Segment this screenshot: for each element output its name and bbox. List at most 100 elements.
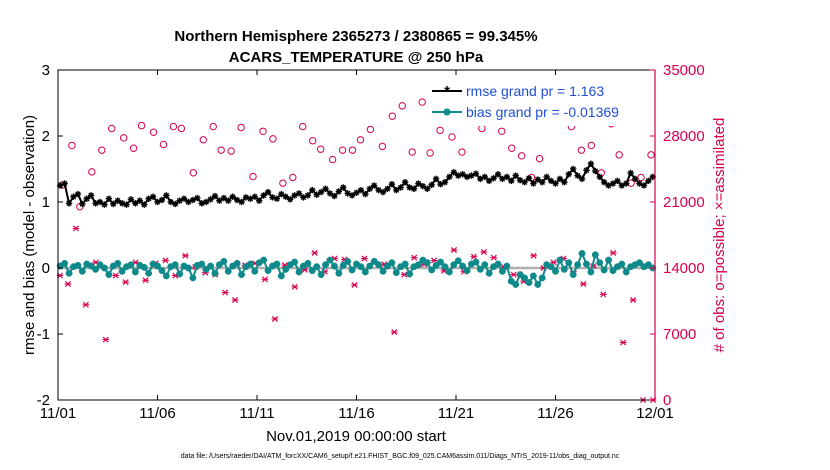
rmse-series-point [481,173,488,181]
obs-possible-point [177,124,186,133]
bias-series-point [207,262,215,270]
rmse-series-point [105,195,113,202]
rmse-series-point-stroke [101,201,108,208]
rmse-series-point [286,196,294,203]
rmse-series-point-stroke [552,180,559,187]
bias-series-point [78,267,86,275]
rmse-series-point-stroke [632,176,638,182]
rmse-series-point-stroke [384,186,391,192]
rmse-series-point [623,180,630,187]
rmse-series-point [180,195,188,202]
obs-possible-point [309,137,317,145]
y-tick-label-left: 1 [42,194,50,211]
obs-assimilated-point [231,297,239,304]
bias-series-point [529,272,537,280]
rmse-series-point [335,188,343,195]
rmse-series-point [561,179,568,186]
bias-series-point [414,261,422,269]
rmse-series-point-stroke [194,195,201,201]
rmse-series-point-stroke [490,175,497,181]
rmse-series-point [278,190,285,198]
rmse-series-point [353,189,360,196]
obs-possible-point [199,136,207,144]
rmse-series-point-stroke [588,160,594,167]
rmse-series-point-stroke [473,170,479,177]
bias-series-point [162,272,170,280]
rmse-series-point-stroke [318,189,324,195]
bias-series-point [485,269,493,277]
bias-series-point [118,267,126,275]
y-tick-label-left: 3 [42,62,50,79]
rmse-series-point-stroke [512,172,519,179]
rmse-series-point [627,169,634,177]
rmse-series-point-stroke [331,193,338,199]
obs-possible-point [159,140,168,149]
y-tick-label-right: 28000 [663,128,705,145]
obs-possible-point [209,122,217,131]
bias-series-point [335,269,343,277]
obs-possible-point [535,154,544,163]
rmse-series-point [331,192,338,200]
rmse-series-point-stroke [278,191,285,197]
bias-series-point [547,263,555,271]
rmse-series-point [322,185,329,192]
rmse-series-point-stroke [353,190,360,196]
legend-box [428,82,650,126]
rmse-series-point-stroke [380,189,386,195]
rmse-series-point [96,198,104,206]
rmse-series-point-stroke [128,196,134,203]
rmse-series-point [472,170,480,177]
rmse-series-point [649,173,656,181]
bias-series-point [636,259,643,267]
rmse-series-point-stroke [79,201,86,207]
rmse-series-point [410,185,418,192]
rmse-series-point [543,173,550,181]
bias-series-point [521,274,528,282]
bias-series-point [233,259,241,267]
rmse-series-point-stroke [641,182,647,189]
bias-series-point [185,264,192,272]
rmse-series-point [110,200,117,208]
rmse-series-point-stroke [61,180,68,187]
bias-series-point [476,265,484,273]
bias-series-point [220,257,228,265]
rmse-series-point [207,196,214,203]
obs-assimilated-point [470,253,478,260]
rmse-series-point-stroke [557,176,563,182]
obs-possible-point [398,102,406,110]
rmse-series-point-stroke [636,180,643,187]
rmse-series-point [512,172,519,179]
bias-series-point [189,274,197,282]
x-tick-label: 11/06 [139,405,175,422]
rmse-series-point-stroke [243,194,249,201]
rmse-series-point-stroke [574,172,581,179]
bias-series-point [375,261,383,269]
rmse-series-point-stroke [141,201,147,208]
bias-series-point [600,266,608,274]
rmse-series-point [379,188,387,196]
rmse-series-point-stroke [358,187,364,193]
rmse-series-point [101,201,108,208]
obs-possible-point [137,121,146,130]
rmse-series-point-stroke [495,171,501,178]
rmse-series-point-stroke [504,174,510,180]
bias-series-point [525,279,533,286]
bias-series-point [512,281,520,288]
rmse-series-point [313,191,320,198]
rmse-series-point-stroke [650,174,656,180]
bias-series-point [326,256,334,264]
bias-series-point [441,263,449,271]
rmse-series-point-stroke [583,167,590,174]
rmse-series-point-stroke [150,193,156,200]
bias-series-point [618,260,626,268]
obs-possible-point [217,146,225,154]
rmse-series-point-stroke [406,184,413,191]
obs-possible-point [88,168,96,176]
rmse-series-point-stroke [486,178,492,184]
legend-label-bias: bias grand pr = -0.01369 [466,104,619,120]
obs-assimilated-point [351,281,358,288]
rmse-series-point [123,201,130,208]
rmse-series-point [83,195,90,202]
bias-series-point [450,261,458,269]
